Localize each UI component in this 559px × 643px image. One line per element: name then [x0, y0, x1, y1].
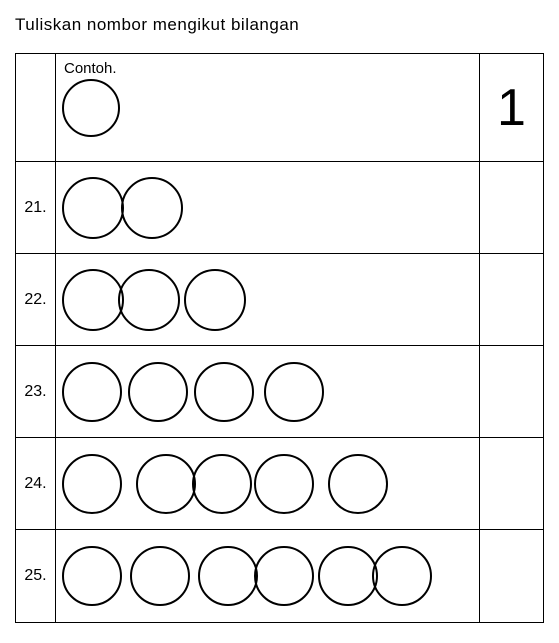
worksheet-title: Tuliskan nombor mengikut bilangan: [15, 15, 544, 35]
answer-cell[interactable]: [479, 530, 543, 622]
table-row: 23.: [16, 346, 543, 438]
circle-shape: [254, 546, 314, 606]
row-number: 25.: [16, 530, 56, 622]
circle-shape: [184, 269, 246, 331]
example-label: Contoh.: [64, 60, 117, 77]
circle-shape: [62, 546, 122, 606]
table-row: 24.: [16, 438, 543, 530]
shapes-cell: [56, 254, 479, 345]
circles-group: [62, 546, 432, 606]
circle-shape: [121, 177, 183, 239]
circles-group: [62, 454, 388, 514]
circle-shape: [118, 269, 180, 331]
answer-cell[interactable]: [479, 162, 543, 253]
row-number: 23.: [16, 346, 56, 437]
row-number: 21.: [16, 162, 56, 253]
answer-cell[interactable]: [479, 438, 543, 529]
circles-group: [62, 269, 246, 331]
circle-shape: [198, 546, 258, 606]
circle-shape: [264, 362, 324, 422]
shapes-cell: [56, 438, 479, 529]
row-number: [16, 54, 56, 161]
circle-shape: [62, 362, 122, 422]
circle-shape: [194, 362, 254, 422]
circle-shape: [62, 79, 120, 137]
worksheet-table: Contoh. 1 21.22.23.24.25.: [15, 53, 544, 623]
shapes-cell: [56, 530, 479, 622]
table-row: Contoh. 1: [16, 54, 543, 162]
circle-shape: [62, 454, 122, 514]
circle-shape: [254, 454, 314, 514]
circle-shape: [136, 454, 196, 514]
circle-shape: [128, 362, 188, 422]
table-row: 25.: [16, 530, 543, 622]
row-number: 22.: [16, 254, 56, 345]
shapes-cell: Contoh.: [56, 54, 479, 161]
row-number: 24.: [16, 438, 56, 529]
circles-group: [62, 177, 183, 239]
shapes-cell: [56, 162, 479, 253]
circle-shape: [372, 546, 432, 606]
answer-cell[interactable]: 1: [479, 54, 543, 161]
table-row: 21.: [16, 162, 543, 254]
circle-shape: [130, 546, 190, 606]
circle-shape: [192, 454, 252, 514]
answer-cell[interactable]: [479, 254, 543, 345]
circle-shape: [62, 177, 124, 239]
circles-group: [62, 362, 324, 422]
shapes-cell: [56, 346, 479, 437]
table-row: 22.: [16, 254, 543, 346]
circle-shape: [318, 546, 378, 606]
answer-cell[interactable]: [479, 346, 543, 437]
circle-shape: [62, 269, 124, 331]
circles-group: [62, 79, 120, 137]
circle-shape: [328, 454, 388, 514]
